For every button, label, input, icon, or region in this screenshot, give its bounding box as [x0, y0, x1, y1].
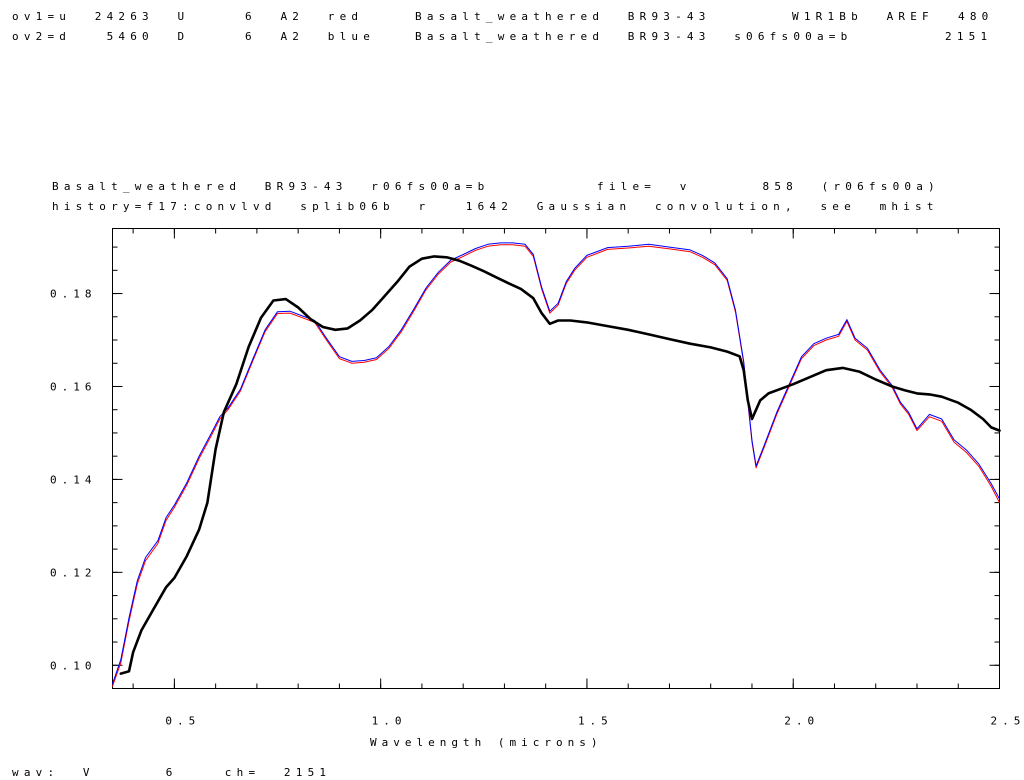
series-line-1: [112, 244, 1000, 687]
y-tick-label: 0.10: [50, 659, 97, 672]
x-tick-label: 2.0: [784, 715, 819, 728]
overlay1-number: 480: [958, 10, 994, 23]
overlay2-title: Basalt_weathered BR93-43 s06fs00a=b: [415, 30, 853, 43]
axis-ticks: 0.5 1.0 1.5 2.0 2.5 0.10 0.12 0.14 0.16 0.18: [50, 228, 1024, 728]
x-tick-label: 2.5: [991, 715, 1024, 728]
y-tick-label: 0.18: [50, 288, 97, 301]
x-tick-label: 1.0: [372, 715, 407, 728]
status-line: wav: V 6 ch= 2151: [12, 766, 332, 779]
overlay1-id: ov1=u 24263 U: [12, 10, 190, 23]
plot-history: history=f17:convlvd splib06b r 1642 Gaus…: [52, 200, 939, 213]
plot-file-info: file= v 858 (r06fs00a): [597, 180, 940, 193]
x-tick-label: 1.5: [578, 715, 613, 728]
plot-frame: [112, 228, 1000, 689]
overlay2-id: ov2=d 5460 D: [12, 30, 190, 43]
series-group: [112, 242, 1001, 687]
x-axis-label: Wavelength (microns): [370, 736, 602, 749]
overlay1-ref: W1R1Bb AREF: [792, 10, 934, 23]
x-tick-label: 0.5: [165, 715, 200, 728]
series-line-2: [112, 242, 1000, 685]
y-tick-label: 0.16: [50, 380, 97, 393]
overlay1-channel: 6 A2 red: [245, 10, 364, 23]
overlay2-channel: 6 A2 blue: [245, 30, 376, 43]
overlay2-number: 2151: [945, 30, 993, 43]
series-line-0: [119, 255, 1001, 675]
y-tick-label: 0.12: [50, 566, 97, 579]
plot-title: Basalt_weathered BR93-43 r06fs00a=b: [52, 180, 490, 193]
y-tick-label: 0.14: [50, 473, 97, 486]
overlay1-title: Basalt_weathered BR93-43: [415, 10, 711, 23]
